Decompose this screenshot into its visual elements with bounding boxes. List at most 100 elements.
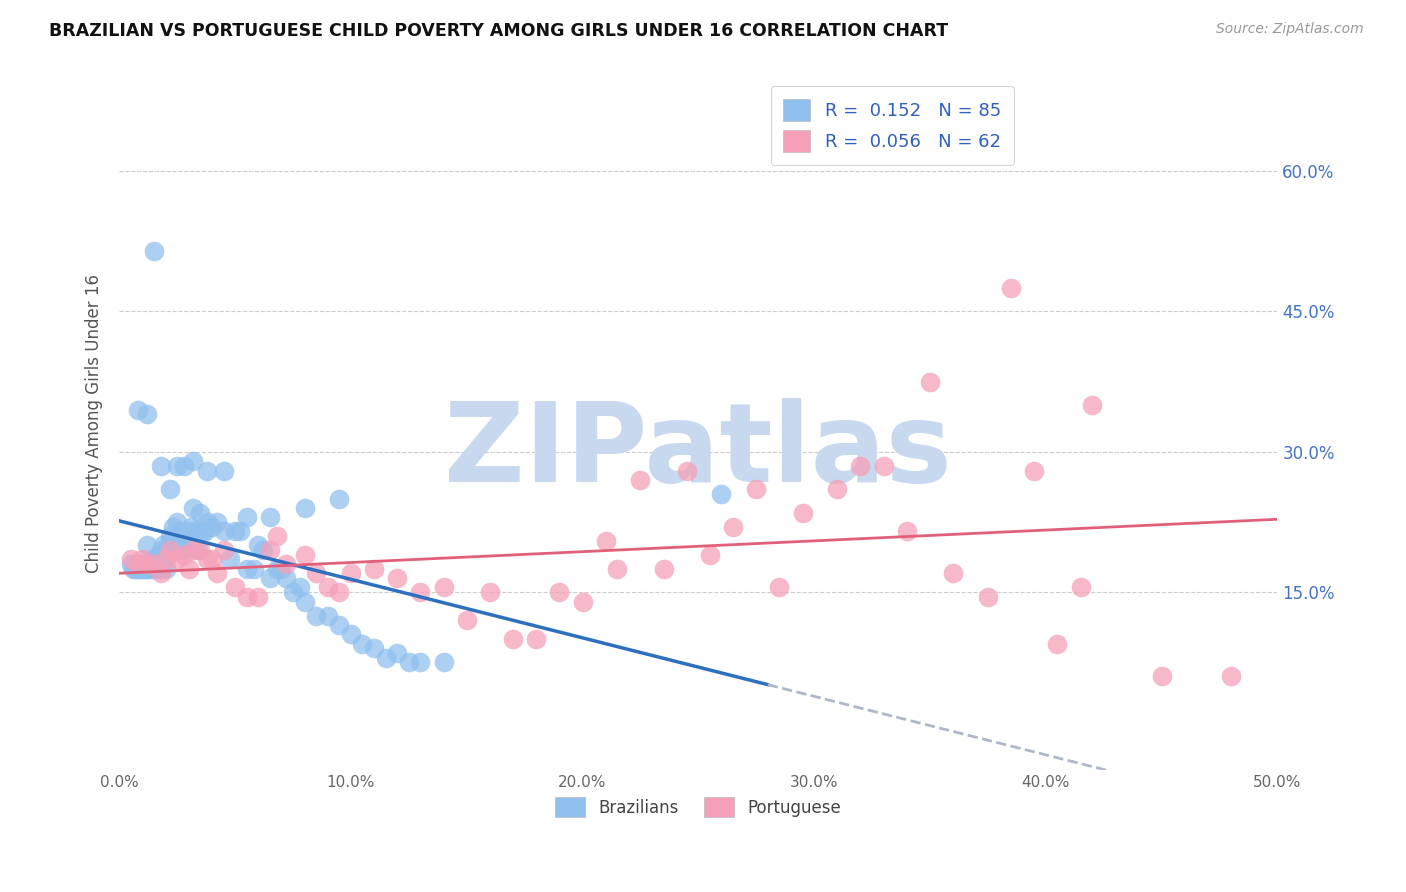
- Point: [134, 562, 156, 576]
- Point: [1070, 581, 1092, 595]
- Point: [127, 562, 149, 576]
- Point: [205, 515, 228, 529]
- Point: [143, 244, 166, 258]
- Point: [159, 482, 181, 496]
- Point: [136, 562, 159, 576]
- Point: [136, 408, 159, 422]
- Point: [138, 562, 160, 576]
- Point: [316, 581, 339, 595]
- Point: [195, 552, 218, 566]
- Point: [149, 566, 172, 581]
- Point: [195, 463, 218, 477]
- Point: [363, 641, 385, 656]
- Point: [159, 543, 181, 558]
- Point: [259, 571, 281, 585]
- Point: [1081, 398, 1104, 412]
- Point: [188, 506, 211, 520]
- Point: [183, 454, 205, 468]
- Legend: Brazilians, Portuguese: Brazilians, Portuguese: [548, 790, 848, 824]
- Point: [432, 581, 454, 595]
- Point: [143, 557, 166, 571]
- Point: [699, 548, 721, 562]
- Point: [170, 529, 193, 543]
- Point: [606, 562, 628, 576]
- Point: [259, 543, 281, 558]
- Point: [205, 566, 228, 581]
- Point: [149, 562, 172, 576]
- Point: [145, 562, 167, 576]
- Point: [188, 543, 211, 558]
- Point: [183, 543, 205, 558]
- Point: [710, 487, 733, 501]
- Point: [177, 524, 200, 539]
- Point: [184, 524, 207, 539]
- Point: [247, 590, 270, 604]
- Point: [768, 581, 790, 595]
- Point: [224, 524, 246, 539]
- Point: [363, 562, 385, 576]
- Point: [131, 552, 153, 566]
- Point: [219, 552, 242, 566]
- Point: [120, 552, 142, 566]
- Point: [675, 463, 697, 477]
- Point: [143, 557, 166, 571]
- Point: [166, 458, 188, 473]
- Point: [127, 557, 149, 571]
- Point: [1000, 281, 1022, 295]
- Point: [162, 519, 184, 533]
- Point: [977, 590, 1000, 604]
- Point: [149, 458, 172, 473]
- Point: [131, 562, 153, 576]
- Point: [266, 562, 288, 576]
- Point: [827, 482, 849, 496]
- Point: [274, 571, 297, 585]
- Point: [352, 637, 374, 651]
- Point: [173, 458, 195, 473]
- Point: [266, 529, 288, 543]
- Point: [398, 656, 420, 670]
- Y-axis label: Child Poverty Among Girls Under 16: Child Poverty Among Girls Under 16: [86, 274, 103, 574]
- Point: [235, 590, 257, 604]
- Point: [872, 458, 894, 473]
- Point: [124, 562, 146, 576]
- Point: [212, 543, 235, 558]
- Point: [143, 562, 166, 576]
- Point: [235, 562, 257, 576]
- Point: [129, 562, 152, 576]
- Point: [191, 524, 214, 539]
- Point: [242, 562, 264, 576]
- Point: [1220, 669, 1243, 683]
- Text: ZIPatlas: ZIPatlas: [444, 398, 952, 505]
- Point: [127, 402, 149, 417]
- Point: [1046, 637, 1069, 651]
- Text: Source: ZipAtlas.com: Source: ZipAtlas.com: [1216, 22, 1364, 37]
- Point: [524, 632, 547, 646]
- Point: [180, 519, 202, 533]
- Point: [163, 543, 186, 558]
- Point: [328, 585, 350, 599]
- Point: [456, 613, 478, 627]
- Point: [149, 543, 172, 558]
- Point: [155, 543, 177, 558]
- Point: [195, 515, 218, 529]
- Point: [502, 632, 524, 646]
- Point: [548, 585, 571, 599]
- Point: [212, 524, 235, 539]
- Point: [156, 543, 179, 558]
- Point: [131, 557, 153, 571]
- Point: [721, 519, 744, 533]
- Point: [247, 538, 270, 552]
- Point: [745, 482, 768, 496]
- Point: [159, 529, 181, 543]
- Point: [571, 594, 593, 608]
- Point: [270, 562, 292, 576]
- Point: [155, 562, 177, 576]
- Point: [294, 548, 316, 562]
- Point: [136, 557, 159, 571]
- Point: [177, 562, 200, 576]
- Point: [281, 585, 304, 599]
- Point: [409, 656, 432, 670]
- Point: [409, 585, 432, 599]
- Point: [294, 500, 316, 515]
- Point: [122, 562, 145, 576]
